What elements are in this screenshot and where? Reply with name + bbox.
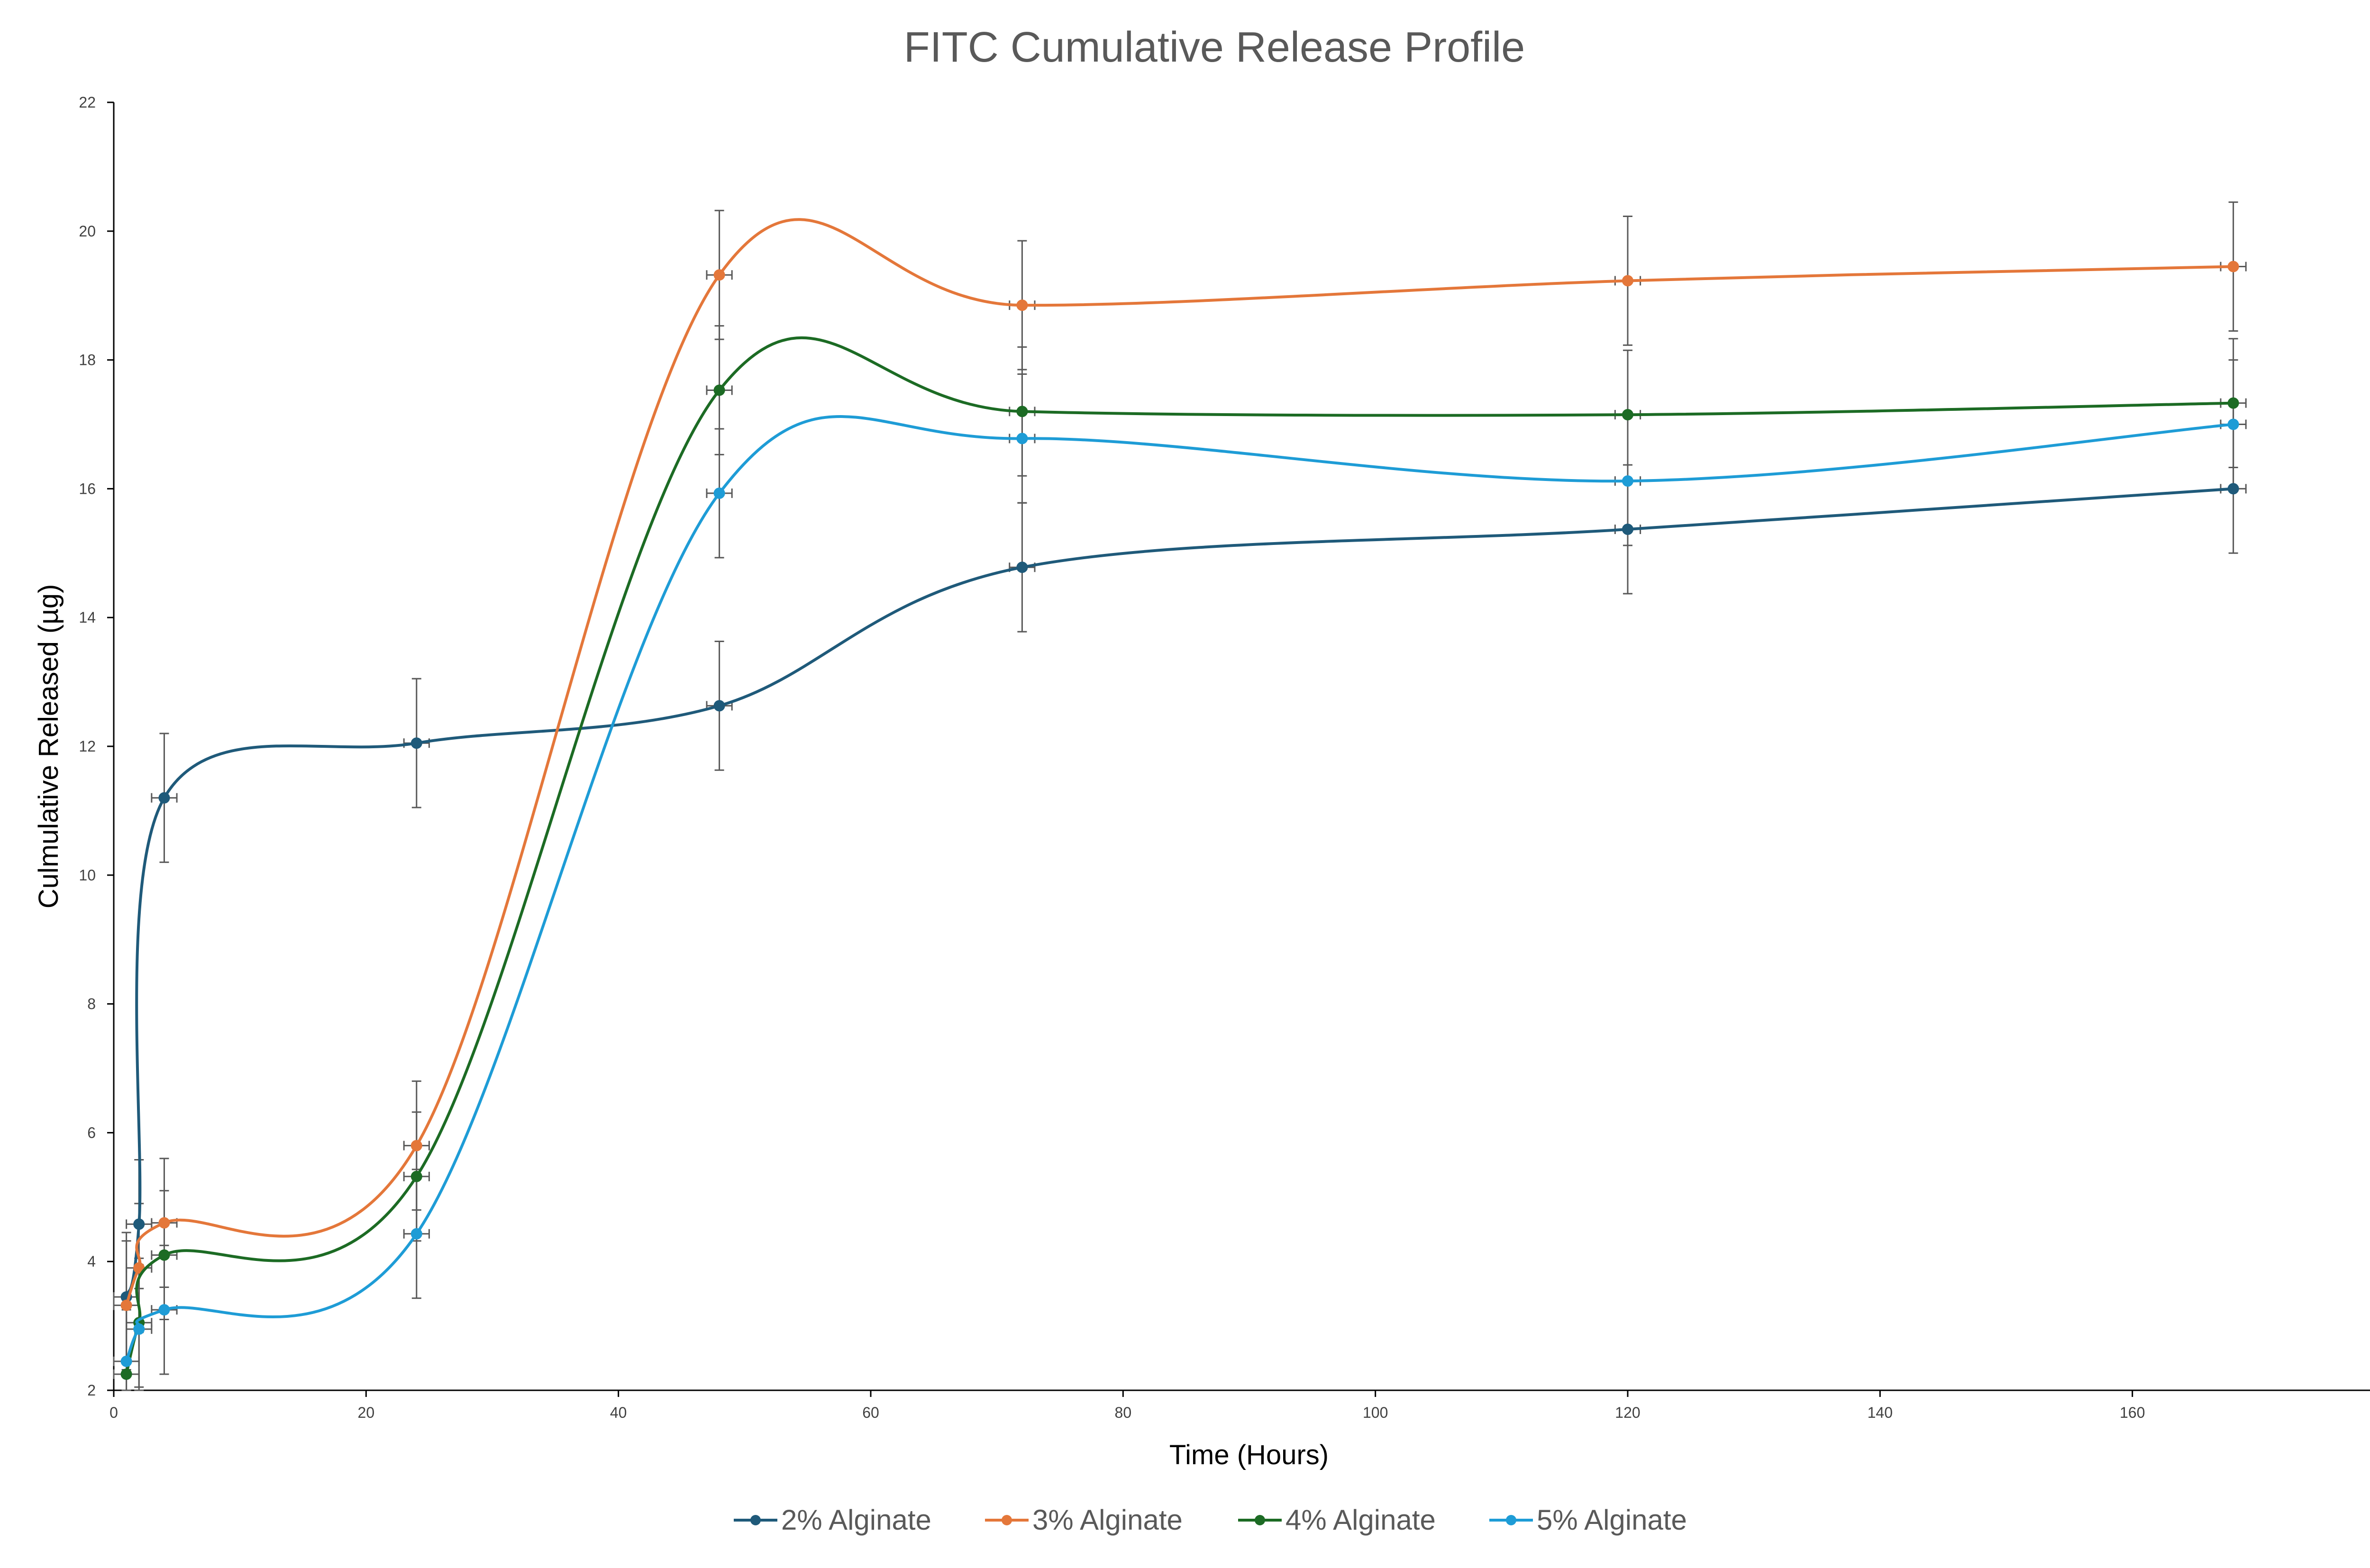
x-ticks: 020406080100120140160180 <box>109 1390 2145 1421</box>
data-point <box>120 1355 132 1367</box>
x-tick-label: 160 <box>2120 1404 2145 1421</box>
legend: 2% Alginate 3% Alginate 4% Alginate 5% Algi… <box>734 1504 1687 1536</box>
y-tick-label: 8 <box>87 996 96 1013</box>
data-point <box>1016 562 1028 573</box>
data-point <box>410 737 422 749</box>
legend-label: 4% Alginate <box>1285 1504 1436 1536</box>
data-point <box>2227 483 2239 495</box>
data-point <box>158 792 170 804</box>
data-point <box>410 1140 422 1151</box>
data-point <box>410 1170 422 1182</box>
data-point <box>713 487 725 499</box>
data-point <box>120 1299 132 1311</box>
data-point <box>2227 261 2239 272</box>
x-axis-label: Time (Hours) <box>1169 1440 1329 1470</box>
legend-marker <box>1002 1515 1012 1525</box>
legend-item: 2% Alginate <box>734 1504 931 1536</box>
legend-marker <box>1255 1515 1265 1525</box>
legend-item: 4% Alginate <box>1238 1504 1436 1536</box>
data-point <box>1622 524 1633 535</box>
y-tick-label: 22 <box>79 94 96 111</box>
data-point <box>1016 299 1028 311</box>
data-point <box>1622 409 1633 421</box>
data-point <box>1016 433 1028 444</box>
data-point <box>158 1249 170 1261</box>
y-tick-label: 20 <box>79 223 96 240</box>
data-point <box>1622 475 1633 487</box>
series-line <box>125 218 2235 1307</box>
series-2 <box>120 218 2239 1311</box>
legend-marker <box>750 1515 761 1525</box>
data-point <box>133 1218 145 1230</box>
legend-item: 3% Alginate <box>985 1504 1183 1536</box>
y-tick-label: 2 <box>87 1382 96 1399</box>
y-ticks: 2 4 6 8 10 12 14 16 18 20 22 <box>79 94 114 1399</box>
y-tick-label: 10 <box>79 867 96 884</box>
data-point <box>713 700 725 712</box>
x-tick-label: 80 <box>1115 1404 1132 1421</box>
data-point <box>158 1217 170 1229</box>
series-3 <box>120 336 2239 1380</box>
data-point <box>713 384 725 396</box>
x-tick-label: 40 <box>610 1404 627 1421</box>
chart-title: FITC Cumulative Release Profile <box>904 24 1525 71</box>
data-point <box>120 1369 132 1380</box>
x-tick-label: 60 <box>862 1404 879 1421</box>
data-point <box>133 1323 145 1335</box>
y-axis-label: Culmulative Released (µg) <box>33 584 64 909</box>
legend-marker <box>1506 1515 1516 1525</box>
legend-label: 3% Alginate <box>1032 1504 1183 1536</box>
y-tick-label: 6 <box>87 1124 96 1141</box>
x-tick-label: 100 <box>1363 1404 1388 1421</box>
x-tick-label: 120 <box>1615 1404 1640 1421</box>
x-tick-label: 20 <box>358 1404 375 1421</box>
data-point <box>1016 406 1028 417</box>
x-tick-label: 0 <box>109 1404 118 1421</box>
data-point <box>410 1228 422 1240</box>
y-tick-label: 16 <box>79 480 96 497</box>
data-point <box>713 269 725 281</box>
legend-label: 5% Alginate <box>1537 1504 1687 1536</box>
plot-area <box>113 201 2247 1391</box>
data-point <box>2227 397 2239 409</box>
legend-item: 5% Alginate <box>1489 1504 1687 1536</box>
y-tick-label: 12 <box>79 738 96 755</box>
data-point <box>158 1304 170 1316</box>
y-tick-label: 4 <box>87 1253 96 1270</box>
series-line <box>125 336 2235 1376</box>
data-point <box>1622 275 1633 287</box>
x-tick-label: 140 <box>1868 1404 1893 1421</box>
data-point <box>2227 418 2239 430</box>
series-4 <box>120 415 2239 1367</box>
series-line <box>125 415 2235 1363</box>
y-tick-label: 18 <box>79 352 96 369</box>
legend-label: 2% Alginate <box>781 1504 931 1536</box>
y-tick-label: 14 <box>79 609 96 626</box>
